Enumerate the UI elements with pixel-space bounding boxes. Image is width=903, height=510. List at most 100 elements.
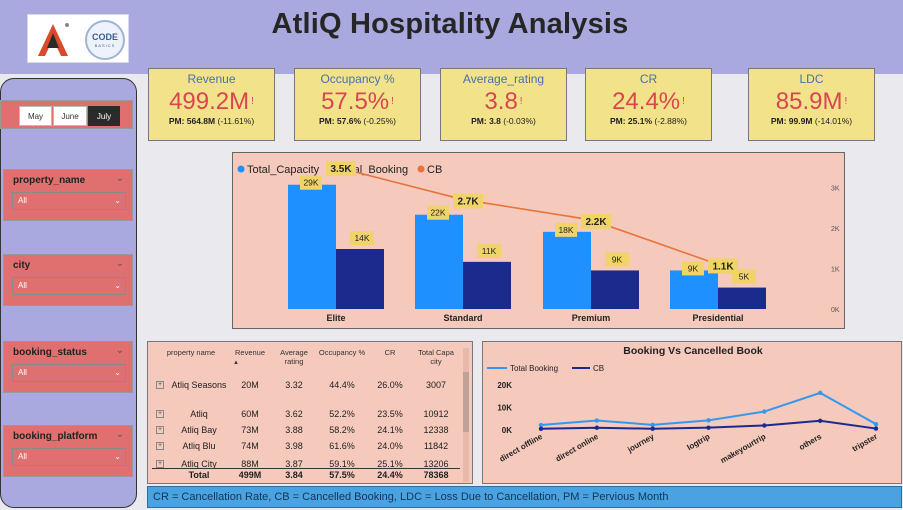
table-header-revenue[interactable]: Revenue [234, 348, 266, 357]
table-scrollbar-thumb[interactable] [463, 372, 469, 432]
chevron-down-icon[interactable]: ⌄ [115, 345, 124, 356]
kpi-value-text: 57.5% [321, 88, 390, 115]
cb-point[interactable] [817, 418, 823, 423]
kpi-label: Average_rating [462, 72, 545, 86]
kpi-label: Occupancy % [320, 72, 395, 86]
legend-label[interactable]: CB [427, 164, 442, 176]
x-axis-tick: journey [625, 432, 656, 455]
expand-row-icon[interactable]: + [156, 381, 164, 389]
kpi-value: 57.5%! [295, 88, 420, 115]
bar-total-booking[interactable] [591, 270, 639, 309]
cell-rating: 3.88 [285, 425, 303, 435]
booking-platform-dropdown[interactable]: All ⌄ [12, 448, 126, 466]
table-header-cr[interactable]: CR [384, 348, 396, 357]
month-button-july[interactable]: July [88, 106, 120, 126]
cb-point[interactable] [762, 423, 767, 428]
cell-total-rating: 3.84 [285, 470, 303, 480]
cb-point[interactable] [538, 426, 544, 431]
city-dropdown[interactable]: All ⌄ [12, 277, 126, 295]
filter-city: city ⌄ All ⌄ [3, 254, 133, 306]
line-chart-svg: Booking Vs Cancelled Book Total Booking CB… [487, 345, 879, 465]
table-header-average-rating[interactable]: Average rating [280, 348, 308, 366]
data-label-bg [708, 258, 738, 274]
sort-ascending-icon[interactable]: ▲ [233, 360, 239, 366]
chevron-down-icon[interactable]: ⌄ [115, 429, 124, 440]
cb-line[interactable] [335, 166, 719, 266]
y-axis-tick: 20K [497, 381, 512, 390]
property-table: property name Revenue ▲ Average rating O… [147, 341, 473, 484]
cb-point[interactable] [650, 426, 655, 431]
warning-icon: ! [251, 96, 254, 107]
total-booking-point[interactable] [706, 418, 711, 423]
data-label-bg [350, 231, 374, 245]
cell-total-revenue: 499M [238, 470, 262, 480]
logo-text: CODE [91, 32, 118, 42]
month-button-may[interactable]: May [19, 106, 52, 126]
page-title: AtliQ Hospitality Analysis [271, 8, 629, 40]
total-booking-point[interactable] [650, 422, 655, 428]
filter-booking-platform: booking_platform ⌄ All ⌄ [3, 425, 133, 477]
x-axis-tick: logtrip [685, 432, 711, 452]
total-booking-point[interactable] [873, 421, 879, 427]
bar-total-capacity[interactable] [288, 184, 336, 309]
kpi-previous-month: PM: 564.8M (-11.61%) [149, 116, 274, 126]
cell-revenue: 60M [241, 409, 259, 419]
cell-property-name: Atliq Bay [181, 425, 217, 435]
cell-revenue: 73M [241, 425, 259, 435]
total-booking-point[interactable] [594, 418, 600, 423]
table-header-total-capacity[interactable]: Total Capa city [418, 348, 454, 366]
bar-total-booking[interactable] [718, 287, 766, 309]
expand-row-icon[interactable]: + [156, 460, 164, 468]
data-label-total-booking: 14K [354, 233, 369, 243]
data-label-bg [682, 261, 704, 276]
property-name-dropdown[interactable]: All ⌄ [12, 192, 126, 210]
dropdown-value: All [18, 452, 27, 461]
bar-total-booking[interactable] [336, 249, 384, 309]
bar-total-capacity[interactable] [670, 270, 718, 309]
cell-occupancy: 59.1% [329, 459, 355, 469]
chevron-down-icon[interactable]: ⌄ [115, 173, 124, 184]
table-header-property-name[interactable]: property name [166, 348, 216, 357]
filter-label: city [13, 260, 31, 271]
kpi-previous-month: PM: 25.1% (-2.88%) [586, 116, 711, 126]
warning-icon: ! [682, 96, 685, 107]
expand-row-icon[interactable]: + [156, 410, 164, 418]
cell-rating: 3.87 [285, 459, 303, 469]
cb-point[interactable] [706, 425, 711, 430]
code-basics-logo-icon: CODE BASICS [85, 20, 125, 60]
cb-point[interactable] [594, 425, 600, 430]
legend-label[interactable]: Total Booking [510, 364, 558, 373]
table-header-occupancy[interactable]: Occupancy % [318, 348, 366, 357]
bar-total-capacity[interactable] [415, 214, 463, 309]
bar-total-capacity[interactable] [543, 231, 591, 309]
kpi-value: 24.4%! [586, 88, 711, 115]
warning-icon: ! [844, 96, 848, 107]
kpi-previous-month: PM: 57.6% (-0.25%) [295, 116, 420, 126]
month-slicer: May June July [0, 100, 133, 129]
x-axis-tick: makeyourtrip [719, 432, 767, 465]
kpi-pm-change: (-0.25%) [363, 116, 396, 126]
legend-label[interactable]: CB [593, 364, 604, 373]
kpi-pm-value: PM: 564.8M [168, 116, 216, 126]
total-booking-point[interactable] [817, 390, 823, 396]
logo-box: CODE BASICS [27, 14, 129, 63]
cell-capacity: 10912 [423, 409, 449, 419]
expand-row-icon[interactable]: + [156, 426, 164, 434]
x-axis-tick: direct online [554, 432, 600, 464]
chevron-down-icon[interactable]: ⌄ [115, 258, 124, 269]
total-booking-point[interactable] [762, 409, 767, 414]
data-label-cb: 2.2K [585, 217, 607, 228]
data-label-bg [300, 175, 322, 190]
footer-text: CR = Cancellation Rate, CB = Cancelled B… [153, 491, 669, 503]
booking-status-dropdown[interactable]: All ⌄ [12, 364, 126, 382]
cell-capacity: 13206 [423, 459, 449, 469]
total-booking-point[interactable] [538, 422, 544, 428]
cb-point[interactable] [873, 426, 879, 431]
cell-cr: 25.1% [377, 459, 403, 469]
bar-total-booking[interactable] [463, 261, 511, 309]
kpi-card-revenue: Revenue 499.2M! PM: 564.8M (-11.61%) [148, 68, 275, 141]
expand-row-icon[interactable]: + [156, 442, 164, 450]
kpi-previous-month: PM: 99.9M (-14.01%) [749, 116, 874, 126]
month-button-june[interactable]: June [53, 106, 87, 126]
legend-label[interactable]: Total_Capacity [247, 164, 320, 176]
